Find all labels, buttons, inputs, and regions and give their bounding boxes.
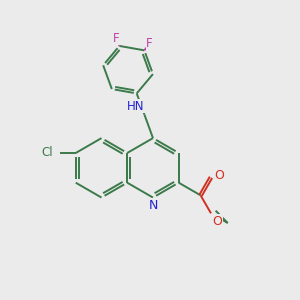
Text: N: N xyxy=(148,199,158,212)
Text: O: O xyxy=(214,169,224,182)
Text: HN: HN xyxy=(127,100,144,113)
Text: F: F xyxy=(113,32,120,45)
Text: Cl: Cl xyxy=(42,146,53,160)
Text: F: F xyxy=(146,38,153,50)
Text: O: O xyxy=(212,215,222,228)
